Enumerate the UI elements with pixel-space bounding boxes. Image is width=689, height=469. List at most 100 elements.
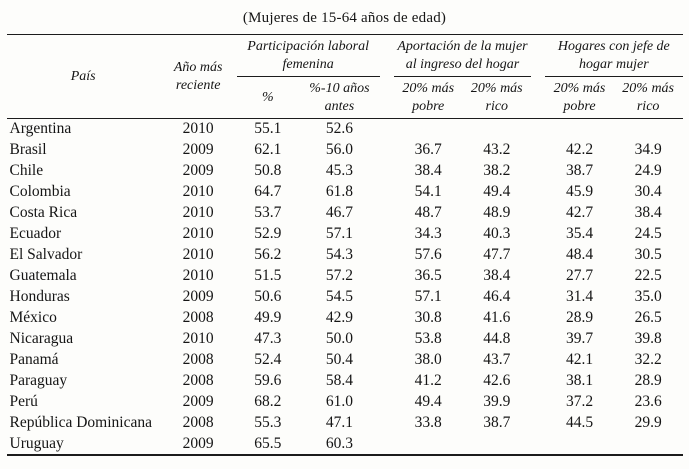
women-statistics-table: País Año más reciente Participación labo…	[6, 34, 683, 456]
value-cell: 55.3	[254, 414, 282, 431]
table-header: País Año más reciente Participación labo…	[6, 34, 683, 119]
country-cell: México	[9, 309, 57, 326]
subheader-porcentaje-10-anos: %-10 años antes	[299, 76, 380, 119]
value-cell: 52.4	[254, 351, 282, 368]
value-cell: 61.0	[325, 393, 353, 410]
value-cell: 2010	[182, 225, 214, 242]
column-gap	[531, 434, 545, 455]
country-cell: Paraguay	[9, 372, 68, 389]
table-row: Costa Rica 2010 53.7 46.7 48.7 48.9 42.7 38.4	[7, 203, 683, 224]
column-gap	[380, 203, 394, 224]
value-cell: 48.4	[565, 246, 594, 263]
value-cell: 32.2	[634, 351, 662, 368]
value-cell: 54.3	[325, 246, 353, 263]
column-gap	[531, 266, 545, 287]
value-cell: 43.7	[483, 351, 511, 368]
value-cell: 24.9	[634, 162, 662, 179]
value-cell: 39.7	[565, 330, 594, 347]
value-cell: 40.3	[483, 225, 511, 242]
value-cell: 26.5	[634, 309, 662, 326]
column-gap	[531, 329, 545, 350]
value-cell: 42.2	[565, 141, 594, 158]
value-cell: 50.4	[325, 351, 353, 368]
value-cell: 28.9	[565, 309, 594, 326]
column-gap	[380, 119, 394, 140]
table-row: República Dominicana 2008 55.3 47.1 33.8 38.7…	[7, 413, 683, 434]
subheader-hogares-mas-pobre: 20% más pobre	[545, 76, 614, 119]
table-row: El Salvador 2010 56.2 54.3 57.6 47.7 48.4 30.5	[7, 245, 683, 266]
value-cell: 58.4	[325, 372, 353, 389]
column-gap	[531, 161, 545, 182]
column-header-pais: País	[6, 34, 160, 119]
value-cell: 62.1	[254, 141, 282, 158]
column-gap	[380, 224, 394, 245]
value-cell: 53.8	[414, 330, 442, 347]
group-header-participacion-laboral: Participación laboral femenina	[236, 34, 380, 77]
subheader-ingreso-mas-rico: 20% más rico	[462, 76, 532, 119]
column-gap	[380, 413, 394, 434]
value-cell: 2009	[182, 162, 214, 179]
value-cell: 35.0	[634, 288, 662, 305]
value-cell: 2009	[182, 434, 214, 452]
column-gap	[380, 371, 394, 392]
value-cell: 30.8	[414, 309, 442, 326]
value-cell: 42.7	[565, 204, 594, 221]
value-cell: 2008	[182, 351, 214, 368]
table-row: Argentina 2010 55.1 52.6	[7, 119, 683, 140]
value-cell	[462, 434, 531, 455]
value-cell: 2009	[182, 141, 214, 158]
column-gap	[380, 161, 394, 182]
column-gap	[380, 35, 394, 77]
column-gap	[380, 245, 394, 266]
value-cell	[462, 119, 531, 140]
table-title: (Mujeres de 15-64 años de edad)	[242, 10, 447, 26]
country-cell: Colombia	[9, 183, 71, 200]
value-cell: 38.7	[483, 414, 511, 431]
column-gap	[380, 392, 394, 413]
subheader-ingreso-mas-pobre: 20% más pobre	[393, 76, 463, 119]
country-cell: Argentina	[9, 120, 72, 138]
value-cell: 39.8	[634, 330, 662, 347]
value-cell: 51.5	[254, 267, 282, 284]
value-cell: 35.4	[565, 225, 594, 242]
column-gap	[380, 182, 394, 203]
value-cell: 38.2	[483, 162, 511, 179]
value-cell: 34.3	[414, 225, 442, 242]
country-cell: Guatemala	[9, 267, 77, 284]
column-gap	[531, 76, 546, 119]
column-gap	[531, 371, 545, 392]
value-cell: 49.9	[254, 309, 282, 326]
table-body: Argentina 2010 55.1 52.6 Brasil 2009 62.1 56.0 3…	[7, 119, 683, 455]
value-cell: 56.2	[254, 246, 282, 263]
value-cell: 44.8	[483, 330, 511, 347]
country-cell: Chile	[9, 162, 44, 179]
table-row: Uruguay 2009 65.5 60.3	[7, 434, 683, 455]
value-cell: 2010	[182, 183, 214, 200]
column-gap	[531, 224, 545, 245]
country-cell: El Salvador	[9, 246, 83, 263]
subheader-hogares-mas-rico: 20% más rico	[613, 76, 683, 119]
table-row: México 2008 49.9 42.9 30.8 41.6 28.9 26.5	[7, 308, 683, 329]
value-cell: 42.6	[483, 372, 511, 389]
value-cell: 49.4	[483, 183, 511, 200]
value-cell: 38.4	[414, 162, 442, 179]
value-cell: 2010	[182, 246, 214, 263]
value-cell: 42.1	[565, 351, 594, 368]
column-gap	[380, 329, 394, 350]
value-cell: 57.2	[325, 267, 353, 284]
value-cell: 38.7	[565, 162, 594, 179]
header-group-row: País Año más reciente Participación labo…	[6, 34, 683, 119]
value-cell: 68.2	[254, 393, 282, 410]
value-cell: 48.9	[483, 204, 511, 221]
value-cell: 47.7	[483, 246, 511, 263]
subheader-porcentaje: %	[236, 76, 300, 119]
table-row: Panamá 2008 52.4 50.4 38.0 43.7 42.1 32.2	[7, 350, 683, 371]
column-gap	[531, 203, 545, 224]
value-cell: 33.8	[414, 414, 442, 431]
column-gap	[531, 245, 545, 266]
value-cell: 60.3	[325, 434, 353, 452]
value-cell: 2010	[182, 330, 214, 347]
country-cell: Perú	[9, 393, 38, 410]
value-cell: 50.6	[254, 288, 282, 305]
country-cell: Honduras	[9, 288, 70, 305]
